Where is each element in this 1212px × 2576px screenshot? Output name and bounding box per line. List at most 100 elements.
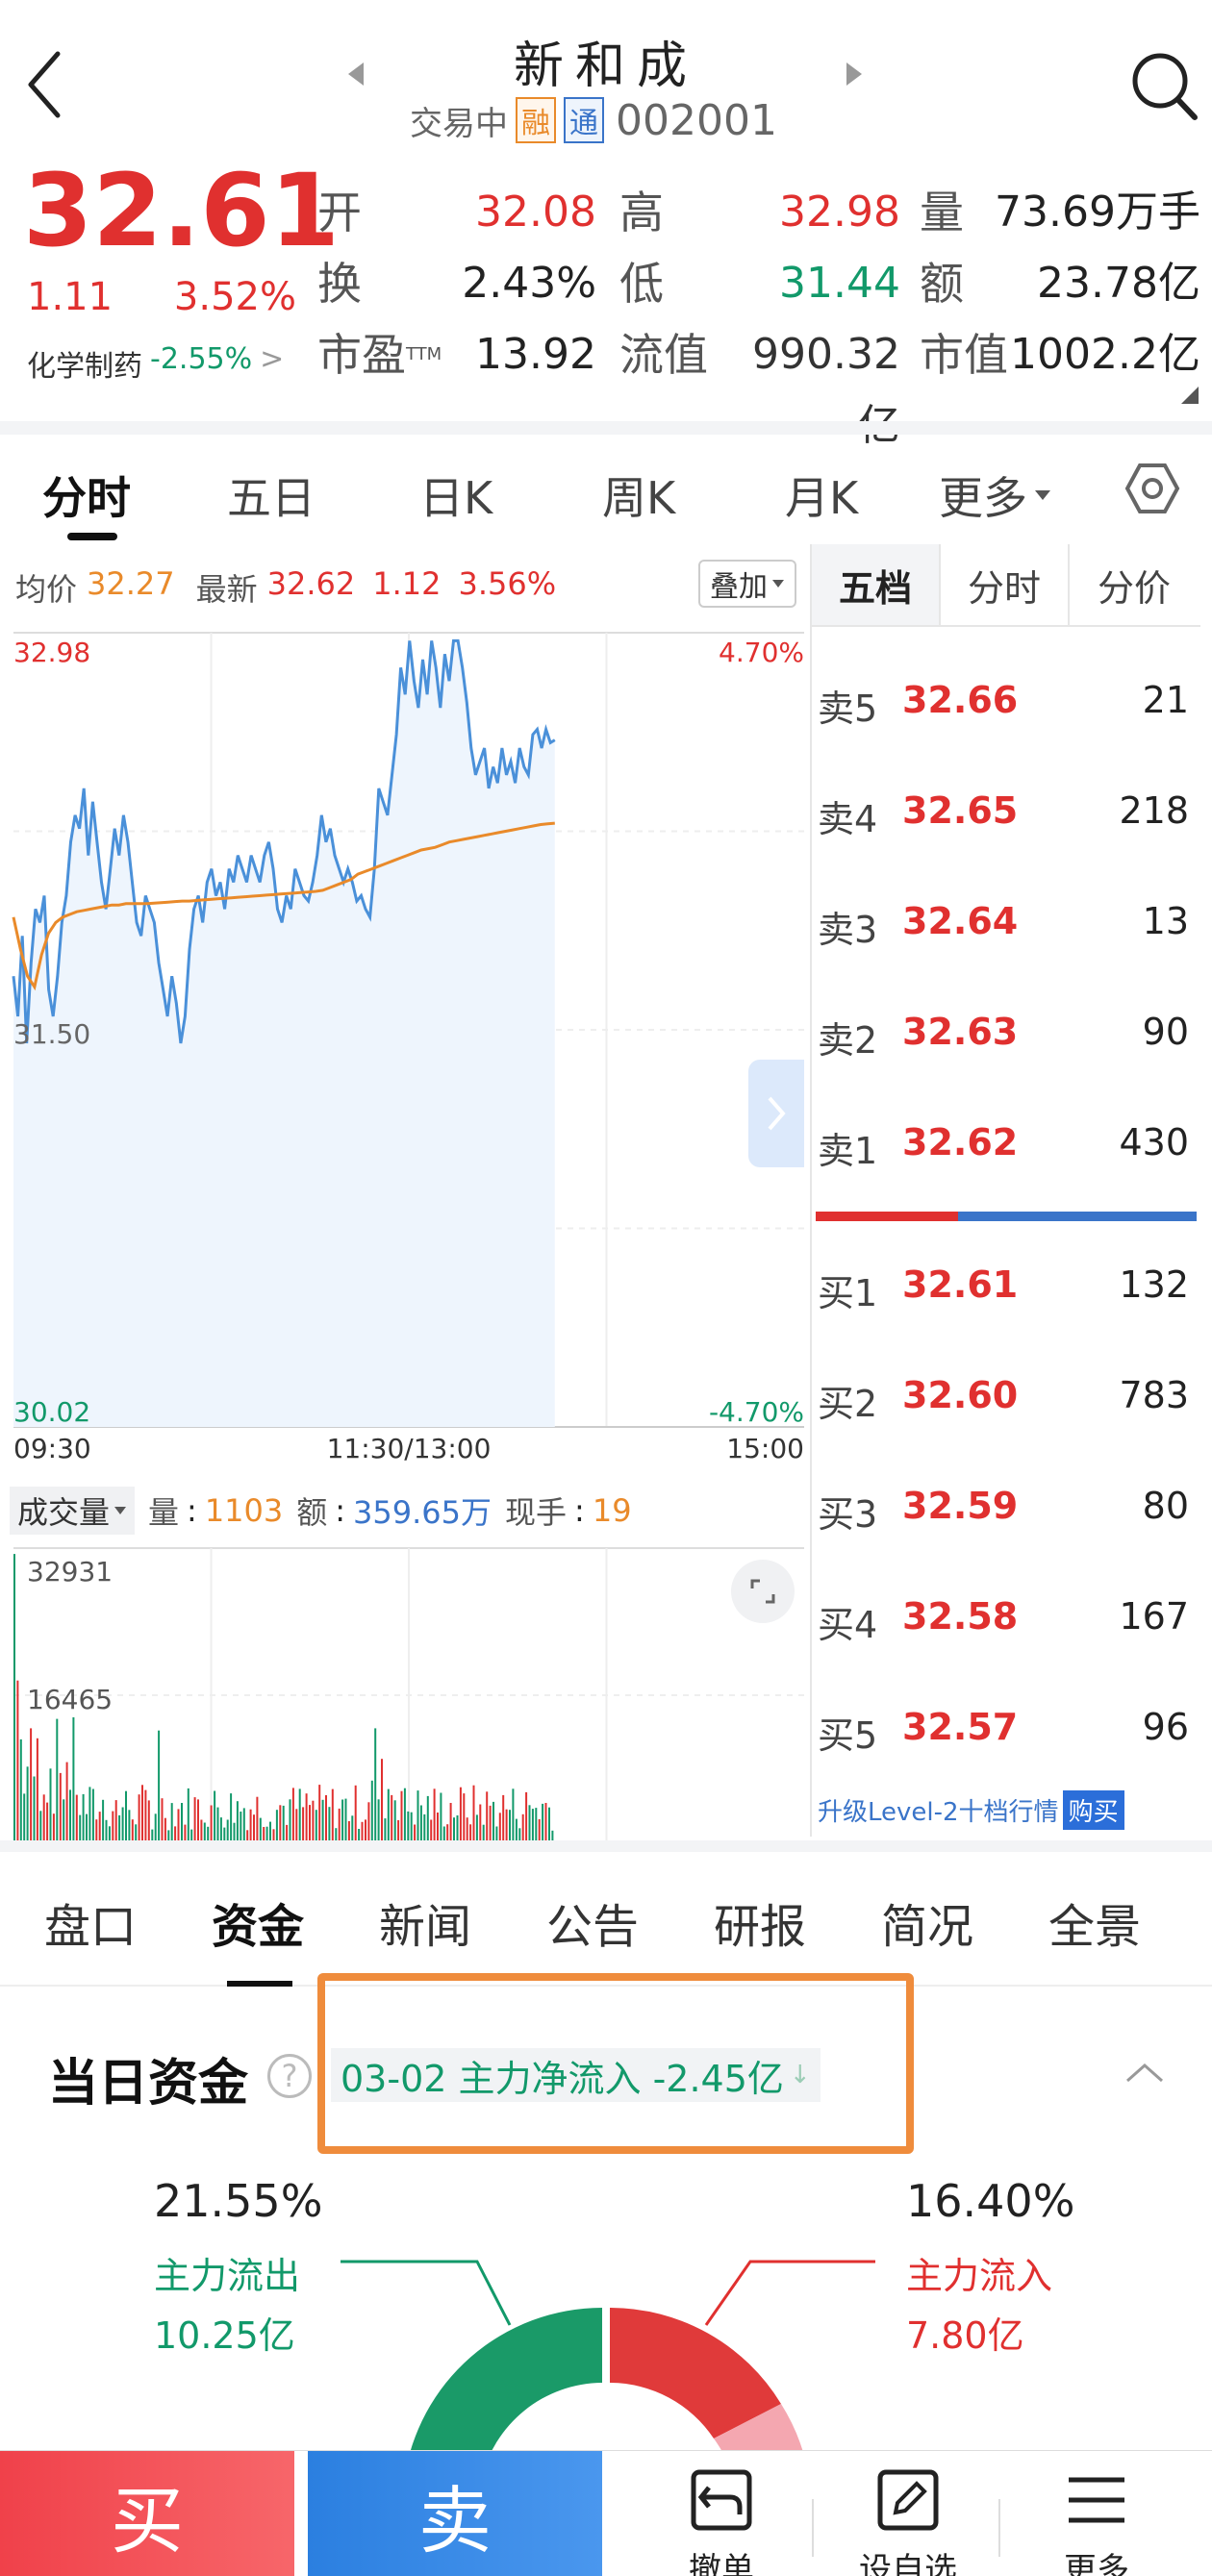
volume-bar <box>331 1788 334 1842</box>
volume-bar <box>518 1828 521 1842</box>
ask-row[interactable]: 卖2 32.63 90 <box>818 1011 1195 1068</box>
quote-labels-col1: 开 换 市盈TTM <box>317 177 442 390</box>
volume-bar <box>246 1830 249 1842</box>
volume-bar <box>377 1799 380 1842</box>
tab-five-level[interactable]: 五档 <box>812 544 941 625</box>
tab-indicator <box>227 1981 292 1987</box>
prev-stock-button[interactable] <box>342 60 371 88</box>
price-change-pct: 3.52% <box>173 275 296 319</box>
now-label: 现手 <box>505 1494 568 1531</box>
tab-profile[interactable]: 简况 <box>881 1900 974 1954</box>
volume-bar <box>391 1794 393 1842</box>
chevron-right-icon: > <box>260 342 285 376</box>
buy-label: 买 <box>111 2477 184 2563</box>
undo-doc-icon <box>691 2469 752 2531</box>
volume-bar <box>259 1817 262 1842</box>
volume-bar <box>282 1805 285 1842</box>
volume-bar <box>121 1807 124 1842</box>
tab-price-dist[interactable]: 分价 <box>1097 566 1171 610</box>
chart-settings-button[interactable] <box>1124 460 1181 517</box>
ask-row[interactable]: 卖5 32.66 21 <box>818 679 1195 737</box>
overlay-button[interactable]: 叠加 <box>698 560 796 608</box>
volume-bar <box>486 1791 489 1842</box>
tab-research[interactable]: 研报 <box>714 1900 807 1954</box>
volume-bar <box>328 1807 331 1842</box>
chevron-right-icon <box>768 1096 786 1131</box>
tab-weekly-k[interactable]: 周K <box>602 472 676 524</box>
market-cap-label: 市值 <box>920 329 1008 381</box>
cancel-order-button[interactable]: 撤单 <box>635 2466 808 2576</box>
bid-row[interactable]: 买4 32.58 167 <box>818 1595 1195 1653</box>
volume-bar <box>102 1799 105 1842</box>
buy-button[interactable]: 买 <box>0 2451 294 2576</box>
volume-bar <box>482 1824 485 1842</box>
volume-bar <box>105 1819 108 1842</box>
volume-bar <box>403 1788 406 1842</box>
tab-announcements[interactable]: 公告 <box>546 1900 640 1954</box>
bid-row[interactable]: 买1 32.61 132 <box>818 1263 1195 1321</box>
intraday-price-chart[interactable]: 32.98 31.50 30.02 4.70% -4.70% 09:30 11:30/13:… <box>0 625 808 1471</box>
ask-price: 32.66 <box>902 679 1019 721</box>
level2-upsell[interactable]: 升级Level-2十档行情 购买 <box>818 1790 1124 1830</box>
tab-capital[interactable]: 资金 <box>212 1900 305 1954</box>
next-stock-button[interactable] <box>839 60 868 88</box>
bid-row[interactable]: 买3 32.59 80 <box>818 1485 1195 1542</box>
sell-button[interactable]: 卖 <box>308 2451 602 2576</box>
volume-bar <box>272 1829 275 1842</box>
expand-panel-button[interactable] <box>748 1060 804 1167</box>
buy-level2-button[interactable]: 购买 <box>1062 1790 1124 1830</box>
collapse-button[interactable] <box>1124 2058 1166 2087</box>
tab-overview[interactable]: 全景 <box>1048 1900 1142 1954</box>
tab-ticks[interactable]: 分时 <box>941 544 1070 625</box>
latest-value: 32.62 <box>266 565 356 602</box>
expand-corner-icon[interactable] <box>1181 387 1199 404</box>
ask-level-label: 卖4 <box>818 798 878 840</box>
tab-handicap[interactable]: 盘口 <box>44 1900 138 1954</box>
net-flow-chip[interactable]: 03-02 主力净流入 -2.45亿 ↓ <box>331 2048 821 2102</box>
tab-five-day[interactable]: 五日 <box>227 472 316 524</box>
volume-bar <box>223 1827 226 1842</box>
volume-bar <box>98 1812 101 1842</box>
bid-price: 32.61 <box>902 1263 1019 1306</box>
volume-bar <box>33 1776 36 1842</box>
volume-bar <box>344 1798 347 1842</box>
fullscreen-button[interactable] <box>731 1560 795 1623</box>
ask-row[interactable]: 卖4 32.65 218 <box>818 789 1195 847</box>
help-icon[interactable]: ? <box>267 2054 312 2098</box>
volume-selector[interactable]: 成交量 <box>10 1487 136 1535</box>
volume-bar <box>423 1813 426 1842</box>
volume-bar <box>512 1788 515 1842</box>
tab-more[interactable]: 更多 <box>939 463 1052 527</box>
volume-bar <box>381 1759 383 1842</box>
trade-status-line: 交易中 融 通 002001 <box>410 96 777 145</box>
sector-link[interactable]: 化学制药 -2.55% > <box>27 342 284 385</box>
volume-chart[interactable]: 32931 16465 <box>0 1544 808 1852</box>
tab-news[interactable]: 新闻 <box>379 1900 472 1954</box>
amount-value: 23.78亿 <box>1037 259 1200 308</box>
more-button[interactable]: 更多 <box>1010 2466 1183 2576</box>
cancel-label: 撤单 <box>689 2551 754 2576</box>
high-value: 32.98 <box>779 188 900 237</box>
tab-daily-k[interactable]: 日K <box>419 472 493 524</box>
bid-row[interactable]: 买5 32.57 96 <box>818 1706 1195 1763</box>
outflow-label: 主力流出 <box>154 2255 301 2297</box>
volume-bar <box>42 1794 45 1842</box>
tab-monthly-k[interactable]: 月K <box>785 472 859 524</box>
volume-half-label: 16465 <box>27 1684 113 1715</box>
avg-price-line <box>12 821 555 991</box>
donut-small-segment <box>714 2404 806 2462</box>
x-label-mid: 11:30/13:00 <box>327 1433 492 1464</box>
tab-intraday[interactable]: 分时 <box>42 472 131 524</box>
volume-bar <box>91 1788 94 1842</box>
back-button[interactable] <box>19 46 77 123</box>
bid-row[interactable]: 买2 32.60 783 <box>818 1374 1195 1432</box>
volume-bar <box>19 1738 22 1842</box>
ask-row[interactable]: 卖3 32.64 13 <box>818 900 1195 958</box>
volume-bar <box>338 1808 341 1842</box>
search-button[interactable] <box>1127 46 1200 123</box>
caret-down-icon <box>772 580 784 588</box>
ask-level-label: 卖1 <box>818 1130 878 1172</box>
volume-bar <box>302 1807 305 1842</box>
add-watchlist-button[interactable]: 设自选 <box>821 2466 995 2576</box>
ask-row[interactable]: 卖1 32.62 430 <box>818 1121 1195 1179</box>
